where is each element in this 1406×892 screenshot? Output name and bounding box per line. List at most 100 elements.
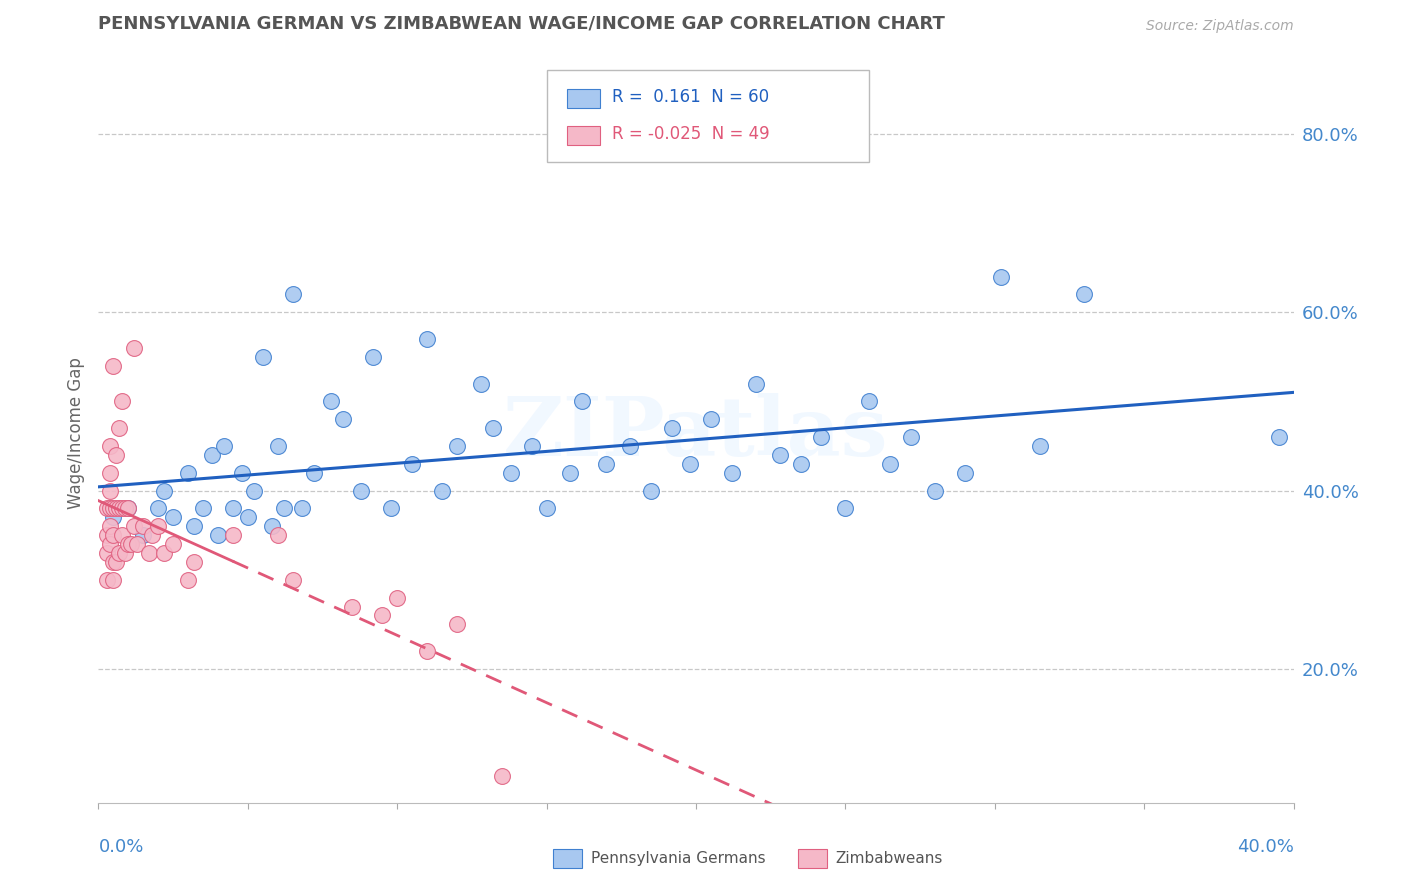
- Point: [640, 483, 662, 498]
- Text: R = -0.025  N = 49: R = -0.025 N = 49: [613, 125, 770, 144]
- Point: [810, 430, 832, 444]
- Text: Source: ZipAtlas.com: Source: ZipAtlas.com: [1146, 19, 1294, 33]
- Point: [560, 466, 582, 480]
- Point: [132, 528, 155, 542]
- Point: [679, 457, 702, 471]
- Point: [222, 528, 245, 542]
- Point: [98, 519, 122, 533]
- Point: [138, 546, 160, 560]
- Point: [721, 466, 744, 480]
- Point: [281, 287, 304, 301]
- Point: [117, 501, 139, 516]
- Point: [499, 466, 522, 480]
- Point: [281, 573, 304, 587]
- Point: [491, 769, 513, 783]
- Text: Pennsylvania Germans: Pennsylvania Germans: [591, 851, 765, 866]
- Point: [153, 483, 176, 498]
- Point: [105, 501, 128, 516]
- Point: [111, 501, 134, 516]
- Point: [520, 439, 543, 453]
- Point: [108, 501, 131, 516]
- Point: [127, 537, 149, 551]
- Point: [302, 466, 325, 480]
- Point: [342, 599, 364, 614]
- Point: [114, 501, 136, 516]
- Point: [273, 501, 295, 516]
- Point: [430, 483, 453, 498]
- Point: [470, 376, 492, 391]
- Point: [619, 439, 641, 453]
- Point: [990, 269, 1012, 284]
- Text: Zimbabweans: Zimbabweans: [835, 851, 943, 866]
- Point: [191, 501, 214, 516]
- Point: [177, 466, 200, 480]
- Point: [103, 359, 125, 373]
- Point: [132, 519, 155, 533]
- Point: [124, 341, 146, 355]
- Point: [103, 573, 125, 587]
- FancyBboxPatch shape: [547, 70, 869, 162]
- Point: [571, 394, 593, 409]
- Point: [661, 421, 683, 435]
- Point: [482, 421, 505, 435]
- Point: [858, 394, 880, 409]
- Point: [385, 591, 409, 605]
- Point: [98, 439, 122, 453]
- Point: [260, 519, 283, 533]
- Point: [769, 448, 792, 462]
- Point: [141, 528, 163, 542]
- Point: [1028, 439, 1050, 453]
- Point: [371, 608, 394, 623]
- Point: [834, 501, 856, 516]
- Point: [267, 439, 290, 453]
- Point: [446, 617, 468, 632]
- Point: [114, 546, 136, 560]
- Point: [103, 555, 125, 569]
- Point: [148, 519, 170, 533]
- Point: [595, 457, 617, 471]
- Point: [243, 483, 266, 498]
- Point: [900, 430, 922, 444]
- Point: [1267, 430, 1289, 444]
- Bar: [567, 89, 600, 108]
- Text: 0.0%: 0.0%: [98, 838, 143, 856]
- Point: [96, 501, 118, 516]
- Point: [108, 546, 131, 560]
- Text: ZIPatlas: ZIPatlas: [503, 392, 889, 473]
- Point: [148, 501, 170, 516]
- Point: [162, 537, 184, 551]
- Point: [252, 350, 274, 364]
- Point: [103, 510, 125, 524]
- Point: [117, 537, 139, 551]
- Point: [380, 501, 402, 516]
- Point: [98, 537, 122, 551]
- Point: [1073, 287, 1095, 301]
- Bar: [797, 849, 827, 868]
- Point: [108, 421, 131, 435]
- Point: [105, 555, 128, 569]
- Point: [103, 528, 125, 542]
- Point: [103, 501, 125, 516]
- Bar: [567, 126, 600, 145]
- Point: [105, 448, 128, 462]
- Point: [177, 573, 200, 587]
- Point: [879, 457, 901, 471]
- Point: [321, 394, 343, 409]
- Bar: [553, 849, 582, 868]
- Point: [222, 501, 245, 516]
- Point: [183, 555, 205, 569]
- Point: [98, 483, 122, 498]
- Point: [162, 510, 184, 524]
- Point: [236, 510, 259, 524]
- Point: [111, 528, 134, 542]
- Point: [96, 573, 118, 587]
- Point: [536, 501, 558, 516]
- Point: [416, 644, 439, 658]
- Point: [120, 537, 142, 551]
- Point: [98, 466, 122, 480]
- Point: [332, 412, 354, 426]
- Point: [111, 394, 134, 409]
- Point: [153, 546, 176, 560]
- Point: [267, 528, 290, 542]
- Y-axis label: Wage/Income Gap: Wage/Income Gap: [66, 357, 84, 508]
